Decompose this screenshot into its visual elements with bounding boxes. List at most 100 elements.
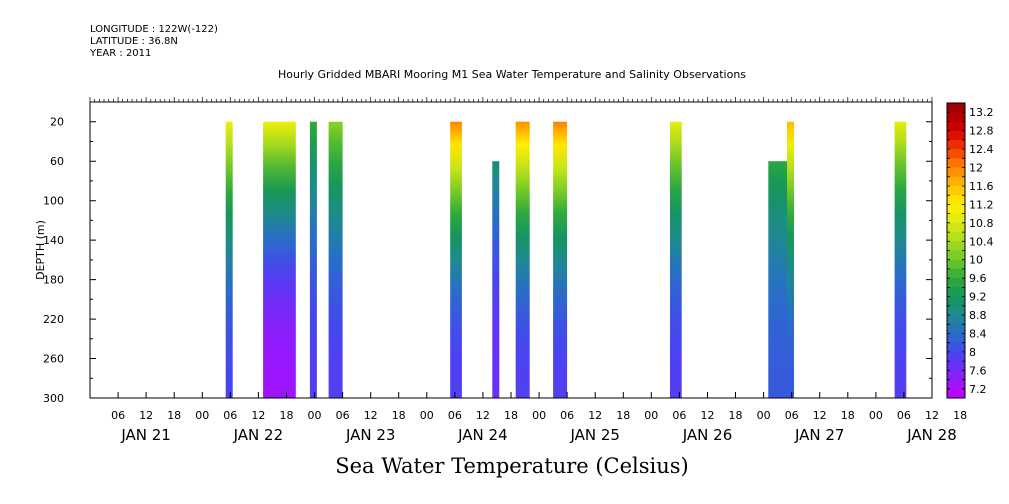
colorbar-band [947,103,965,113]
x-hour-tick-label: 18 [280,409,294,422]
colorbar-band [947,204,965,215]
data-segment [263,121,296,398]
colorbar-band [947,296,965,307]
y-tick-label: 260 [43,353,64,366]
colorbar-band [947,139,965,150]
colorbar-band [947,112,965,122]
x-hour-tick-label: 18 [392,409,406,422]
colorbar-band [947,351,965,362]
x-hour-tick-label: 18 [504,409,518,422]
x-hour-tick-label: 00 [420,409,434,422]
y-ticks [90,101,932,399]
data-segment [515,121,530,398]
colorbar-label: 10 [969,254,983,267]
x-hour-tick-label: 12 [813,409,827,422]
colorbar: 13.2 12.8 12.4 12 11.6 11.2 10.8 10.4 10 9.6 9.2 8.… [946,102,994,399]
x-day-label: JAN 21 [120,426,171,444]
colorbar-band [947,315,965,325]
y-tick-label: 20 [50,116,64,129]
colorbar-band [947,370,965,380]
data-segment [768,161,787,398]
y-tick-label: 100 [43,195,64,208]
colorbar-band [947,121,965,132]
x-hour-tick-label: 12 [251,409,265,422]
data-segment [450,121,462,398]
colorbar-label: 11.6 [969,180,994,193]
colorbar-label: 12.4 [969,143,994,156]
x-hour-tick-label: 06 [672,409,686,422]
x-hour-tick-label: 12 [588,409,602,422]
colorbar-band [947,149,965,159]
x-hour-tick-label: 06 [111,409,125,422]
x-day-label: JAN 22 [233,426,284,444]
colorbar-band [947,342,965,353]
data-segment [787,121,794,398]
colorbar-label: 8.4 [969,328,987,341]
colorbar-label: 13.2 [969,106,994,119]
x-axis-title: Sea Water Temperature (Celsius) [335,454,689,478]
x-day-label: JAN 25 [569,426,620,444]
colorbar-label: 7.6 [969,364,987,377]
colorbar-ticks [947,102,965,399]
colorbar-band [947,241,965,251]
year-label: YEAR : 2011 [90,48,152,59]
plot-frame [89,101,933,399]
axes: 06 12 18 00 06 12 18 00 06 12 18 00 06 12 18 00 06 12 18 00… [34,97,967,444]
x-hour-tick-label: 00 [532,409,546,422]
x-hour-tick-label: 12 [139,409,153,422]
colorbar-band [947,388,965,399]
x-hour-tick-label: 06 [785,409,799,422]
data-segment [670,121,682,398]
colorbar-label: 9.2 [969,291,987,304]
x-day-label: JAN 24 [457,426,508,444]
x-day-label: JAN 26 [682,426,733,444]
data-segment [225,121,233,398]
y-tick-label: 140 [43,234,64,247]
y-tick-label: 180 [43,274,64,287]
colorbar-band [947,379,965,390]
colorbar-band [947,176,965,187]
x-hour-tick-label: 12 [925,409,939,422]
y-tick-label: 220 [43,313,64,326]
x-hour-tick-label: 06 [897,409,911,422]
data-segment [553,121,568,398]
x-hour-tick-label: 18 [729,409,743,422]
colorbar-band [947,278,965,288]
colorbar-band [947,324,965,334]
colorbar-band [947,287,965,297]
x-day-label: JAN 23 [345,426,396,444]
x-hour-tick-label: 18 [167,409,181,422]
x-hour-tick-label: 06 [223,409,237,422]
x-hour-tick-label: 06 [336,409,350,422]
x-hour-tick-label: 18 [616,409,630,422]
colorbar-label: 10.4 [969,235,994,248]
x-hour-tick-label: 06 [560,409,574,422]
colorbar-band [947,232,965,242]
colorbar-band [947,167,965,178]
y-tick-label: 300 [43,392,64,405]
latitude-label: LATITUDE : 36.8N [90,36,178,47]
top-minor-ticks [89,97,933,102]
colorbar-band [947,259,965,270]
data-segment [492,161,500,398]
data-segment [328,121,343,398]
colorbar-label: 11.2 [969,198,994,211]
colorbar-label: 7.2 [969,383,987,396]
colorbar-band [947,333,965,344]
colorbar-label: 10.8 [969,217,994,230]
x-hour-tick-label: 00 [757,409,771,422]
colorbar-label: 8.8 [969,309,987,322]
x-hour-tick-label: 18 [841,409,855,422]
colorbar-band [947,222,965,233]
chart-title: Hourly Gridded MBARI Mooring M1 Sea Wate… [277,68,747,81]
y-tick-label: 60 [50,155,64,168]
x-hour-tick-label: 12 [364,409,378,422]
colorbar-band [947,130,965,141]
colorbar-band [947,213,965,224]
x-hour-tick-label: 12 [476,409,490,422]
colorbar-band [947,195,965,205]
data-segment [894,121,907,398]
x-day-label: JAN 27 [794,426,845,444]
colorbar-label: 12.8 [969,125,994,138]
